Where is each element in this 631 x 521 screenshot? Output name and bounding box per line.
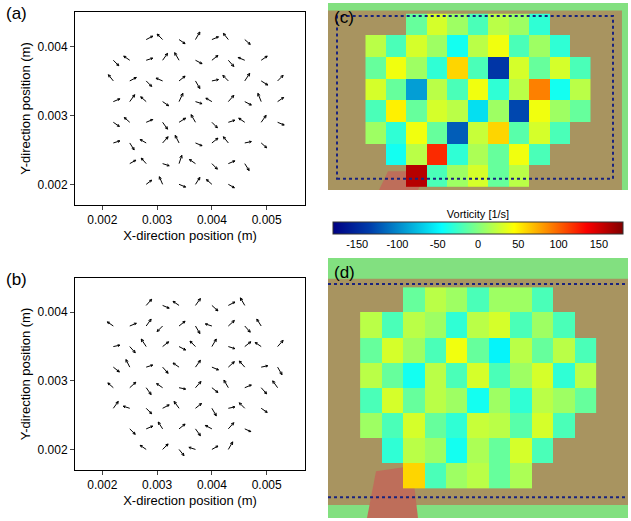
svg-text:Y-direction position (m): Y-direction position (m) <box>18 308 33 440</box>
svg-text:(d): (d) <box>334 263 355 282</box>
svg-text:-100: -100 <box>386 238 408 250</box>
svg-text:0.003: 0.003 <box>142 213 172 227</box>
svg-text:0.004: 0.004 <box>197 213 227 227</box>
svg-text:0.002: 0.002 <box>38 443 68 457</box>
svg-text:Y-direction position (m): Y-direction position (m) <box>18 42 33 174</box>
svg-text:X-direction position (m): X-direction position (m) <box>123 228 257 243</box>
svg-text:(b): (b) <box>6 270 27 289</box>
svg-text:0.005: 0.005 <box>252 213 282 227</box>
svg-text:0.004: 0.004 <box>38 305 68 319</box>
svg-text:0.003: 0.003 <box>38 374 68 388</box>
svg-text:0.002: 0.002 <box>87 478 117 492</box>
svg-text:-150: -150 <box>346 238 368 250</box>
svg-text:-50: -50 <box>430 238 446 250</box>
svg-text:100: 100 <box>549 238 567 250</box>
svg-text:0: 0 <box>475 238 481 250</box>
svg-text:0.004: 0.004 <box>197 478 227 492</box>
svg-text:X-direction position (m): X-direction position (m) <box>123 493 257 508</box>
svg-text:0.002: 0.002 <box>38 178 68 192</box>
svg-text:0.003: 0.003 <box>38 109 68 123</box>
svg-text:50: 50 <box>512 238 524 250</box>
svg-text:150: 150 <box>590 238 608 250</box>
svg-text:0.002: 0.002 <box>87 213 117 227</box>
svg-text:0.004: 0.004 <box>38 40 68 54</box>
svg-text:0.003: 0.003 <box>142 478 172 492</box>
svg-text:0.005: 0.005 <box>252 478 282 492</box>
svg-text:(c): (c) <box>334 8 354 27</box>
svg-text:Vorticity [1/s]: Vorticity [1/s] <box>447 208 509 220</box>
svg-text:(a): (a) <box>6 4 27 23</box>
